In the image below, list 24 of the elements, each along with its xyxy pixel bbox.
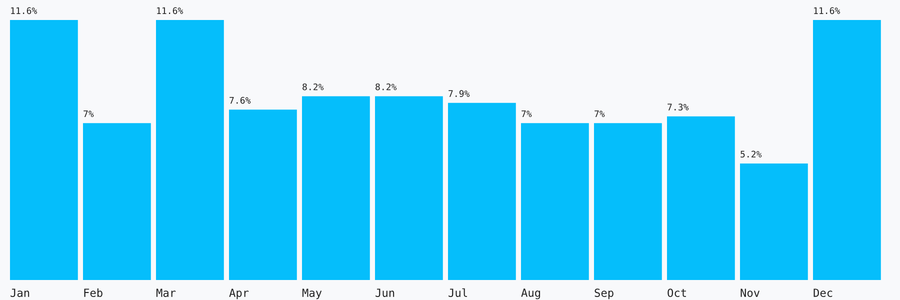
x-tick-label: Nov [740, 288, 760, 297]
data-label: 7.6% [230, 96, 251, 104]
x-tick-label: Dec [814, 288, 832, 297]
data-label: 7.3% [668, 104, 689, 110]
x-tick-label: Sep [594, 288, 614, 300]
x-tick-label: May [302, 288, 322, 300]
data-label: 7.9% [448, 90, 470, 98]
x-tick-label: Jan [10, 288, 30, 297]
x-tick-label: Apr [229, 288, 249, 300]
data-label: 8.2% [302, 83, 324, 90]
x-tick-label: Mar [156, 288, 176, 297]
x-tick-label: Jul [448, 288, 467, 297]
x-tick-label: Jun [376, 288, 394, 297]
data-label: 8.2% [376, 83, 397, 90]
data-label: 7% [594, 110, 605, 118]
data-label: 5.2% [740, 150, 762, 158]
data-label: 7% [84, 110, 94, 118]
x-tick-label: Aug [521, 288, 540, 300]
data-label: 7% [522, 110, 532, 118]
x-tick-label: Oct [668, 288, 686, 297]
data-label: 11.6% [11, 7, 38, 14]
data-label: 11.6% [814, 7, 840, 14]
x-tick-label: Feb [84, 288, 102, 297]
data-label: 11.6% [157, 7, 184, 14]
